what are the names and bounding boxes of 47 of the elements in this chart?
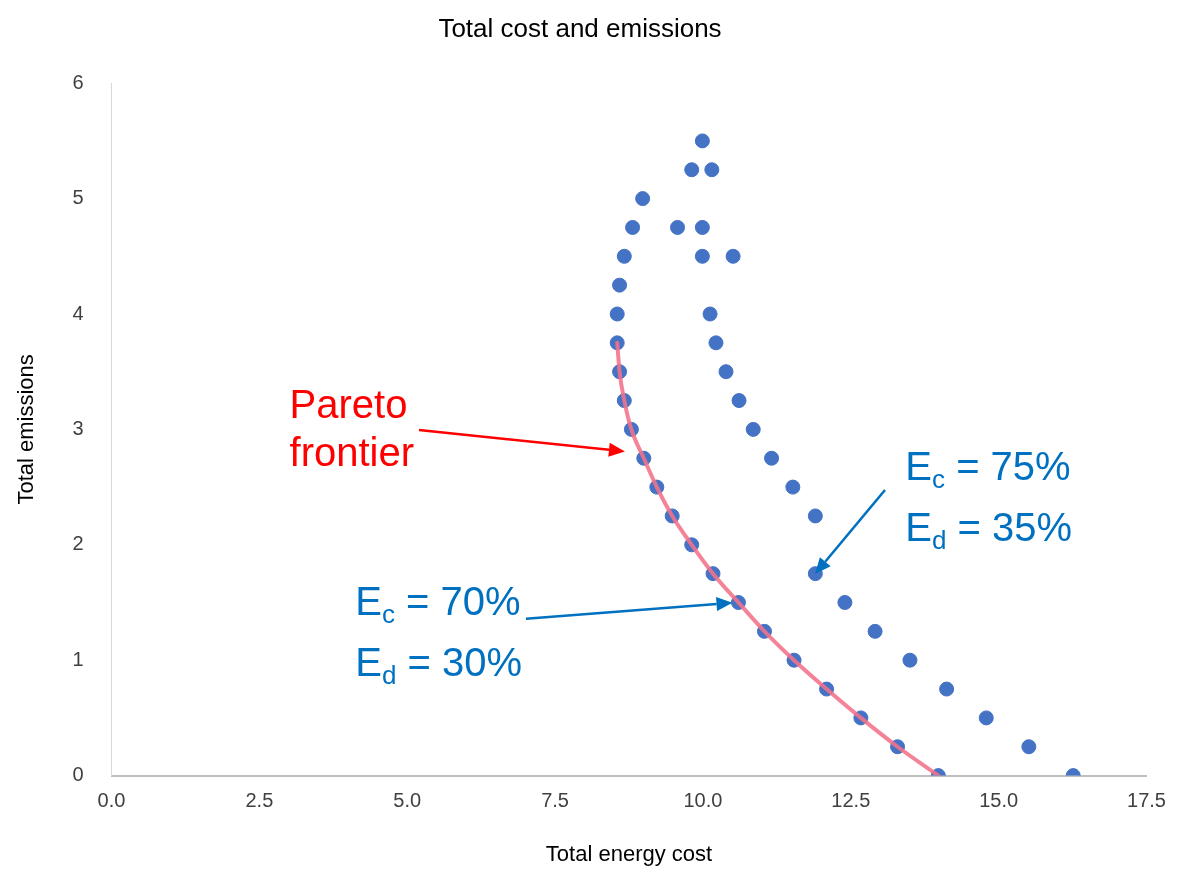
point (807, 508, 823, 524)
x-tick-label: 5.0 (393, 789, 422, 812)
point (939, 681, 955, 697)
point (731, 393, 747, 409)
point (704, 162, 720, 178)
x-tick-label: 2.5 (245, 789, 274, 812)
point (708, 335, 724, 351)
point (625, 219, 641, 235)
annotation: E$_{c}$ = 70% E$_{d}$ = 30% (355, 577, 523, 692)
point (612, 277, 628, 293)
x-tick-label: 0.0 (97, 789, 126, 812)
annotation: Pareto frontier (289, 380, 415, 476)
point (670, 219, 686, 235)
y-tick-label: 1 (72, 647, 84, 670)
y-tick-label: 2 (72, 532, 84, 555)
point (694, 248, 710, 264)
annotation: E$_{c}$ = 75% E$_{d}$ = 35% (905, 442, 1073, 557)
point (785, 479, 801, 495)
point (867, 623, 883, 639)
point (616, 248, 632, 264)
point (764, 450, 780, 466)
point (635, 191, 651, 207)
point (684, 162, 700, 178)
y-tick-label: 3 (72, 416, 84, 439)
y-axis-title: Total emissions (13, 354, 39, 505)
x-axis-title: Total energy cost (545, 840, 713, 866)
point (978, 710, 994, 726)
y-tick-label: 6 (72, 70, 84, 93)
point (745, 421, 761, 437)
point (718, 364, 734, 380)
x-tick-label: 15.0 (979, 789, 1019, 812)
y-tick-label: 5 (72, 186, 84, 209)
x-tick-label: 17.5 (1127, 789, 1167, 812)
point (694, 219, 710, 235)
chart-title: Total cost and emissions (438, 12, 722, 43)
point (725, 248, 741, 264)
x-tick-label: 10.0 (683, 789, 723, 812)
y-tick-label: 4 (72, 301, 84, 324)
point (1021, 739, 1037, 755)
point (694, 133, 710, 149)
x-tick-label: 7.5 (541, 789, 570, 812)
point (609, 306, 625, 322)
point (837, 595, 853, 610)
point (902, 652, 918, 668)
y-tick-label: 0 (72, 763, 84, 786)
x-tick-label: 12.5 (831, 789, 871, 812)
point (702, 306, 718, 322)
